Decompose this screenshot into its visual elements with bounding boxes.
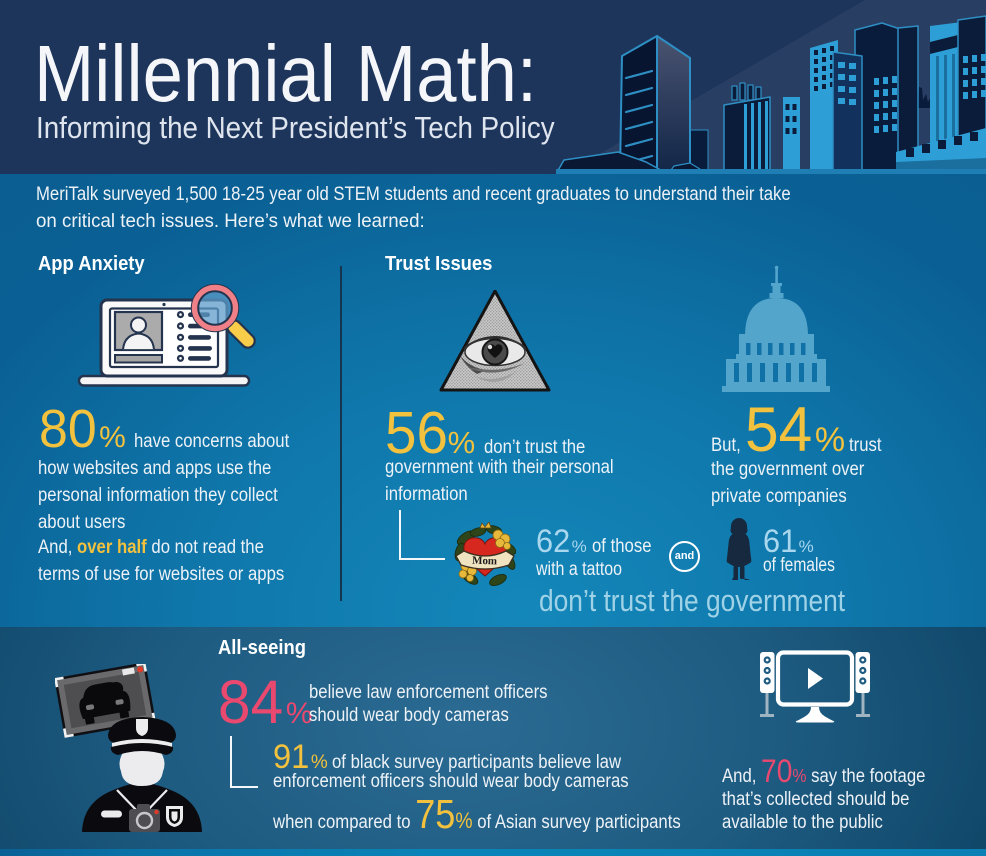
svg-text:Mom: Mom (472, 555, 497, 568)
